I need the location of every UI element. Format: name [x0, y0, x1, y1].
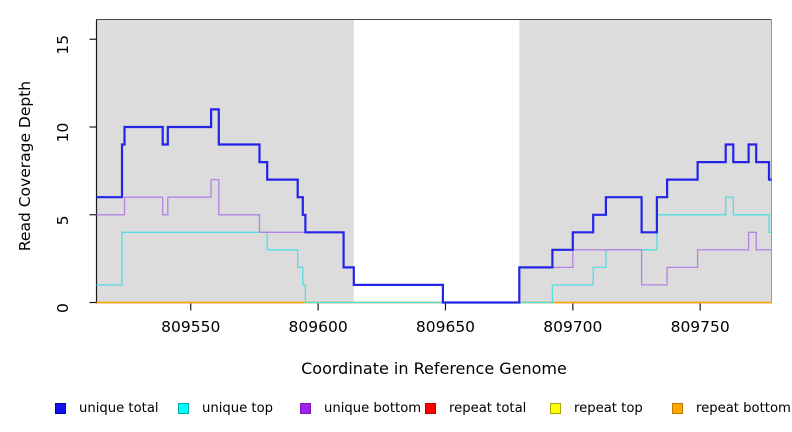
shaded-region-1	[519, 19, 772, 304]
legend-label-unique-total: unique total	[79, 400, 159, 416]
x-tick-label: 809700	[543, 318, 602, 336]
legend-label-unique-top: unique top	[202, 400, 274, 416]
y-axis-title: Read Coverage Depth	[16, 81, 34, 251]
y-tick-label: 10	[54, 123, 72, 143]
series-unique-total	[96, 108, 772, 304]
legend-swatch-unique-bottom	[300, 402, 311, 414]
x-axis-title: Coordinate in Reference Genome	[301, 359, 567, 378]
legend-label-repeat-bottom: repeat bottom	[696, 400, 791, 416]
series-unique-top	[96, 196, 772, 304]
x-tick-label: 809550	[161, 318, 220, 336]
x-tick-label: 809650	[416, 318, 475, 336]
y-tick-label: 15	[54, 35, 72, 55]
y-tick-label: 5	[54, 215, 72, 225]
shaded-region-0	[96, 19, 354, 304]
legend-item-unique-total: unique total	[55, 397, 159, 419]
legend-item-repeat-bottom: repeat bottom	[672, 397, 791, 419]
legend-swatch-unique-top	[178, 402, 189, 414]
legend-item-repeat-total: repeat total	[425, 397, 526, 419]
legend-item-unique-top: unique top	[178, 397, 273, 419]
legend-label-unique-bottom: unique bottom	[324, 400, 422, 416]
legend-item-repeat-top: repeat top	[550, 397, 643, 419]
x-tick-label: 809750	[671, 318, 730, 336]
chart-legend: unique total unique top unique bottom repea…	[0, 397, 792, 423]
legend-swatch-repeat-bottom	[672, 402, 683, 414]
legend-label-repeat-top: repeat top	[574, 400, 643, 416]
legend-label-repeat-total: repeat total	[449, 400, 527, 416]
legend-swatch-repeat-total	[425, 402, 436, 414]
legend-swatch-repeat-top	[550, 402, 561, 414]
legend-swatch-unique-total	[55, 402, 66, 414]
legend-item-unique-bottom: unique bottom	[300, 397, 421, 419]
y-tick-label: 0	[54, 303, 72, 313]
x-tick-label: 809600	[289, 318, 348, 336]
